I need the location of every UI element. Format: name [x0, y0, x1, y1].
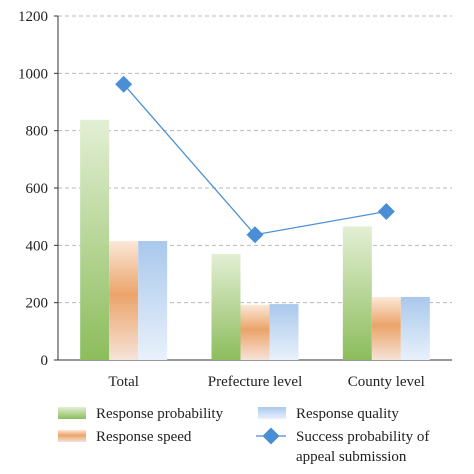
x-category-label: Total — [108, 374, 139, 390]
legend: Response probability Response quality Re… — [58, 406, 429, 465]
bar-response-probability — [342, 226, 372, 360]
success-line-point — [246, 226, 264, 244]
success-line-path — [123, 83, 387, 236]
legend-swatch-response-speed — [58, 430, 86, 442]
bar-response-probability — [80, 119, 110, 360]
y-tick-label: 200 — [26, 296, 49, 312]
bar-response-probability — [211, 253, 241, 360]
y-tick-label: 400 — [26, 238, 49, 254]
y-tick-label: 0 — [41, 353, 49, 369]
x-category-label: Prefecture level — [208, 374, 303, 390]
success-line — [115, 75, 395, 244]
bars — [80, 119, 430, 360]
legend-label-success-line1: Success probability of — [296, 429, 429, 445]
y-axis-ticks: 0 200 400 600 800 1000 1200 — [18, 9, 58, 369]
y-tick-label: 800 — [26, 124, 49, 140]
legend-label-response-quality: Response quality — [296, 406, 399, 422]
y-tick-label: 1000 — [18, 66, 48, 82]
success-line-point — [377, 203, 395, 220]
bar-response-speed — [240, 304, 270, 360]
y-tick-label: 600 — [26, 181, 49, 197]
bar-response-speed — [109, 241, 139, 360]
bar-response-quality — [138, 241, 168, 360]
y-tick-label: 1200 — [18, 9, 48, 25]
category-labels: Total Prefecture level County level — [108, 374, 425, 390]
legend-swatch-response-probability — [58, 407, 86, 419]
legend-swatch-response-quality — [258, 407, 286, 419]
bar-response-speed — [371, 296, 401, 360]
legend-label-response-speed: Response speed — [96, 429, 192, 445]
bar-response-quality — [269, 304, 299, 360]
legend-marker-success — [262, 427, 280, 445]
success-line-point — [115, 75, 133, 93]
bar-response-quality — [400, 296, 430, 360]
legend-label-success-line2: appeal submission — [296, 449, 407, 465]
x-category-label: County level — [348, 374, 425, 390]
legend-label-response-probability: Response probability — [96, 406, 224, 422]
